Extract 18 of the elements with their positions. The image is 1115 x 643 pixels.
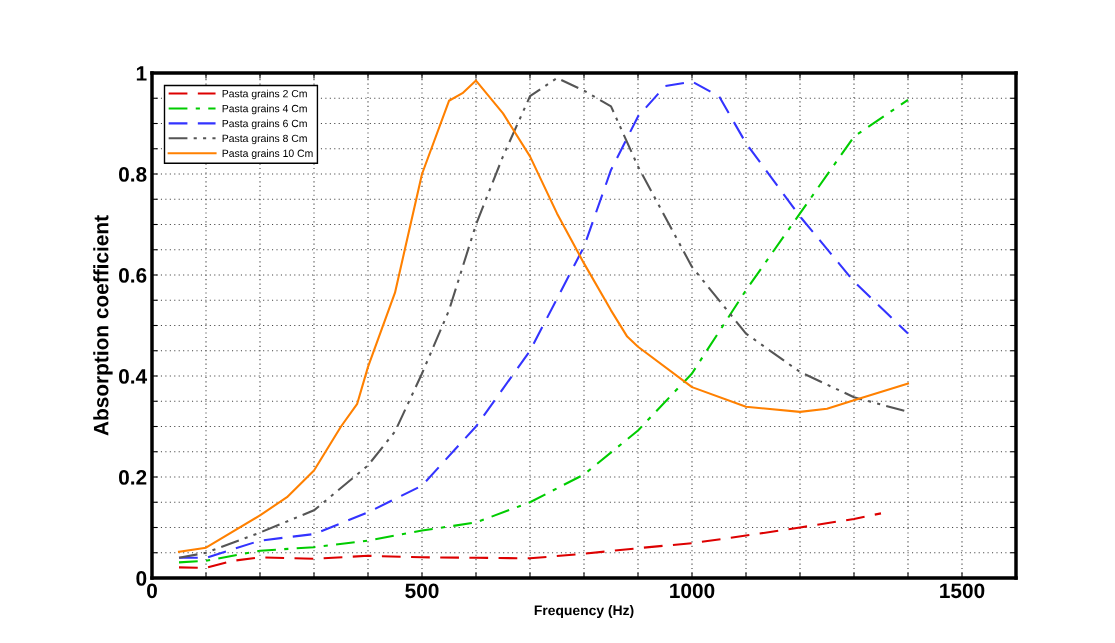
- y-tick-label: 0.6: [119, 268, 147, 283]
- y-tick-label: 1: [136, 66, 147, 81]
- y-tick-label: 0.8: [119, 167, 147, 182]
- x-axis-title: Frequency (Hz): [534, 605, 634, 619]
- x-tick-label: 1500: [940, 583, 985, 599]
- legend-label: Pasta grains 4 Cm: [222, 104, 307, 115]
- legend-label: Pasta grains 10 Cm: [222, 149, 313, 160]
- y-tick-label: 0: [136, 571, 147, 586]
- y-tick-label: 0.4: [119, 369, 148, 384]
- legend-label: Pasta grains 2 Cm: [222, 89, 307, 100]
- line-series: [177, 512, 883, 569]
- legend-label: Pasta grains 6 Cm: [222, 119, 307, 130]
- x-tick-label: 0: [147, 583, 157, 599]
- y-tick-label: 0.2: [119, 470, 147, 485]
- y-axis-title: Absorption coefficient: [93, 215, 113, 436]
- x-tick-label: 500: [405, 583, 439, 599]
- legend-label: Pasta grains 8 Cm: [222, 134, 307, 145]
- x-tick-label: 1000: [670, 583, 715, 599]
